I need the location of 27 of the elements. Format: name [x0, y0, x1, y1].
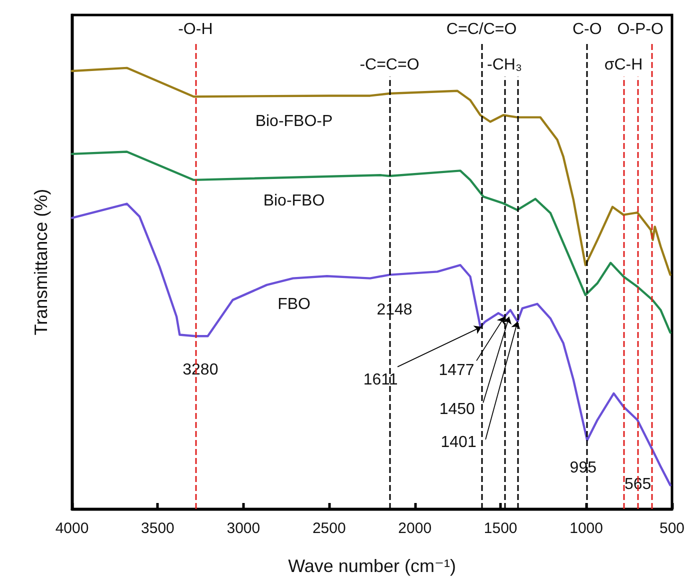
annotation: 1401 — [440, 434, 476, 452]
series-label: Bio-FBO-P — [255, 113, 333, 130]
annotation: 3280 — [182, 362, 218, 379]
x-tick-label: 1000 — [570, 520, 603, 537]
ref-line-label: σC-H — [604, 56, 643, 74]
x-tick-label: 3000 — [226, 520, 260, 537]
ref-line-label: -CH₃ — [487, 56, 522, 74]
x-tick-label: 2500 — [312, 520, 346, 537]
annotation: 565 — [624, 476, 652, 494]
x-tick-label: 4000 — [55, 520, 89, 537]
series-label: Bio-FBO — [263, 192, 325, 210]
ref-line-label: O-P-O — [617, 20, 664, 38]
ref-line-label: -O-H — [178, 20, 213, 38]
x-tick-label: 3500 — [141, 520, 174, 537]
x-tick-label: 500 — [659, 520, 685, 537]
y-axis-title: Transmittance (%) — [31, 188, 51, 336]
annotation: 1477 — [438, 362, 474, 380]
ref-line-label: C-O — [572, 20, 602, 38]
annotation: 1611 — [363, 371, 398, 388]
series-label: FBO — [278, 296, 310, 313]
ref-line-label: -C=C=O — [360, 56, 420, 74]
x-tick-label: 1500 — [484, 520, 518, 537]
annotation: 1450 — [439, 401, 476, 418]
x-axis-title: Wave number (cm⁻¹) — [288, 556, 456, 576]
x-tick-label: 2000 — [398, 520, 432, 537]
ref-line-label: C=C/C=O — [446, 20, 517, 38]
annotation: 995 — [570, 460, 597, 477]
